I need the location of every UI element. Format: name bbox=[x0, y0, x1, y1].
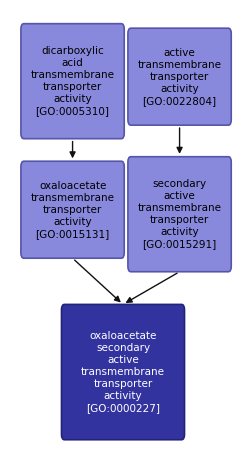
FancyBboxPatch shape bbox=[21, 161, 124, 258]
FancyBboxPatch shape bbox=[128, 28, 231, 125]
Text: oxaloacetate
secondary
active
transmembrane
transporter
activity
[GO:0000227]: oxaloacetate secondary active transmembr… bbox=[81, 331, 165, 413]
Text: active
transmembrane
transporter
activity
[GO:0022804]: active transmembrane transporter activit… bbox=[138, 48, 222, 106]
FancyBboxPatch shape bbox=[62, 304, 184, 440]
FancyBboxPatch shape bbox=[21, 24, 124, 139]
Text: secondary
active
transmembrane
transporter
activity
[GO:0015291]: secondary active transmembrane transport… bbox=[138, 179, 222, 249]
Text: dicarboxylic
acid
transmembrane
transporter
activity
[GO:0005310]: dicarboxylic acid transmembrane transpor… bbox=[31, 46, 115, 116]
Text: oxaloacetate
transmembrane
transporter
activity
[GO:0015131]: oxaloacetate transmembrane transporter a… bbox=[31, 181, 115, 239]
FancyBboxPatch shape bbox=[128, 156, 231, 272]
